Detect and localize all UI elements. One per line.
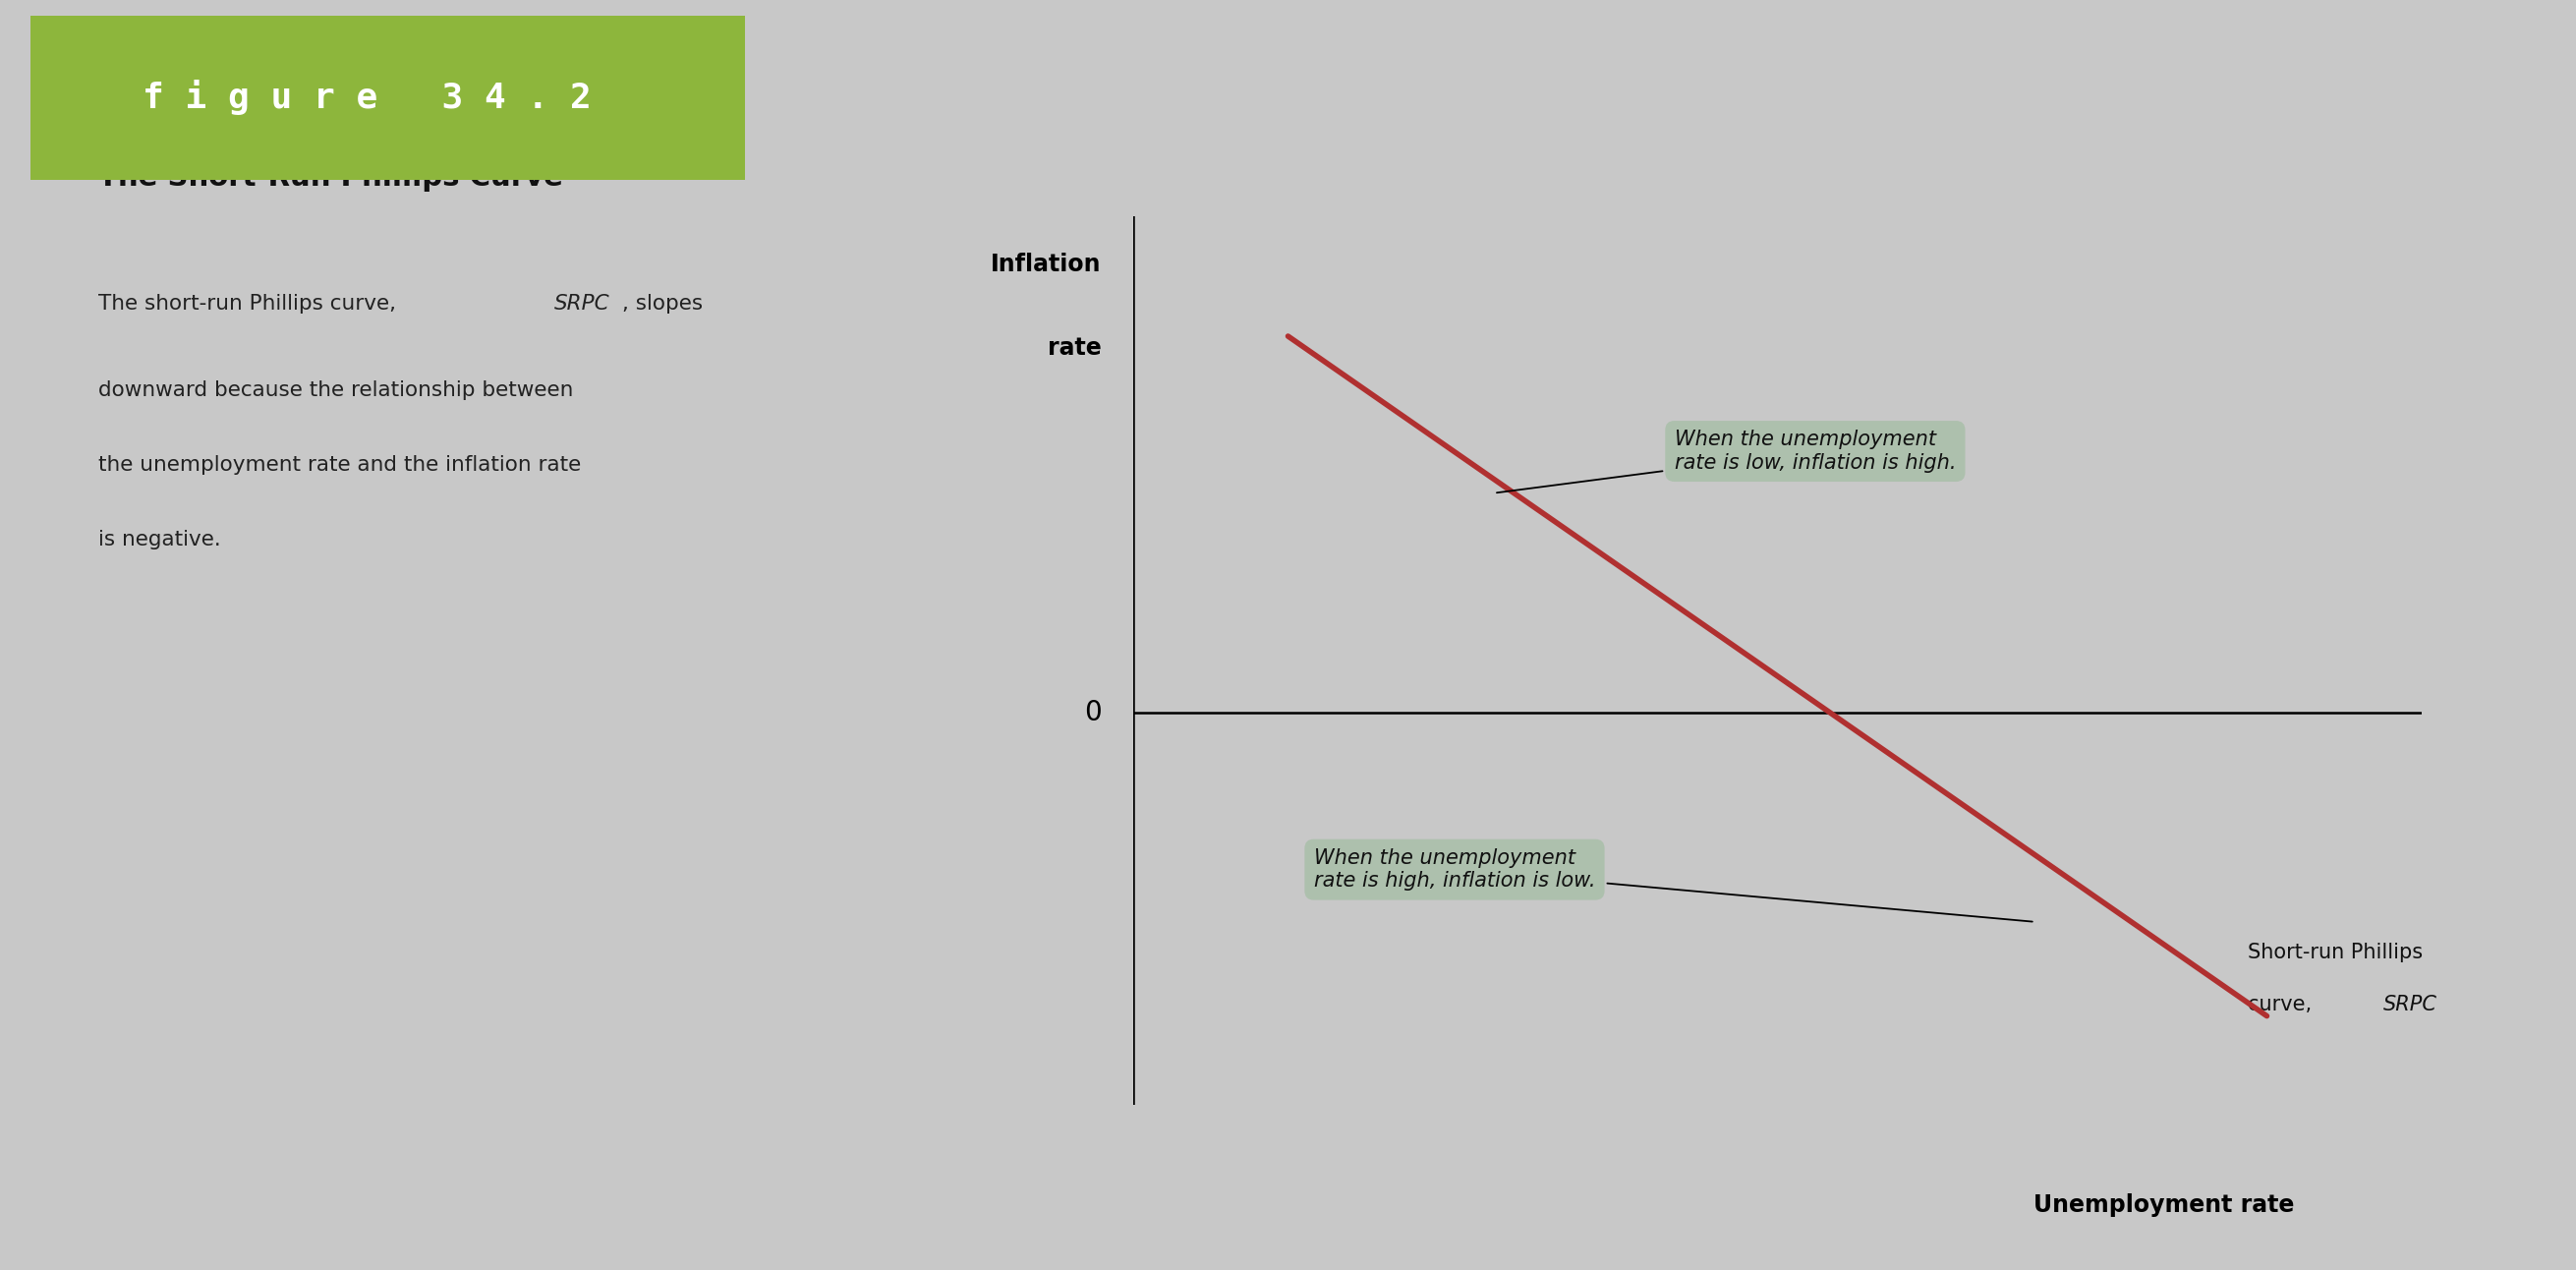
Text: The short-run Phillips curve,: The short-run Phillips curve, [98, 295, 402, 314]
Text: 0: 0 [1084, 698, 1103, 726]
Text: Unemployment rate: Unemployment rate [2032, 1194, 2295, 1218]
Text: is negative.: is negative. [98, 530, 222, 550]
Text: curve,: curve, [2246, 996, 2318, 1015]
Text: Inflation: Inflation [992, 253, 1103, 276]
Text: downward because the relationship between: downward because the relationship betwee… [98, 381, 574, 400]
Text: Short-run Phillips: Short-run Phillips [2246, 942, 2421, 963]
Text: When the unemployment
rate is low, inflation is high.: When the unemployment rate is low, infla… [1497, 431, 1955, 493]
Text: When the unemployment
rate is high, inflation is low.: When the unemployment rate is high, infl… [1314, 848, 2032, 922]
Text: f i g u r e   3 4 . 2: f i g u r e 3 4 . 2 [142, 80, 590, 116]
Text: the unemployment rate and the inflation rate: the unemployment rate and the inflation … [98, 455, 582, 475]
Text: rate: rate [1048, 337, 1103, 359]
Text: , slopes: , slopes [621, 295, 703, 314]
FancyBboxPatch shape [0, 6, 781, 188]
Text: SRPC: SRPC [2383, 996, 2437, 1015]
Text: The Short-Run Phillips Curve: The Short-Run Phillips Curve [98, 164, 564, 192]
Text: SRPC: SRPC [554, 295, 611, 314]
